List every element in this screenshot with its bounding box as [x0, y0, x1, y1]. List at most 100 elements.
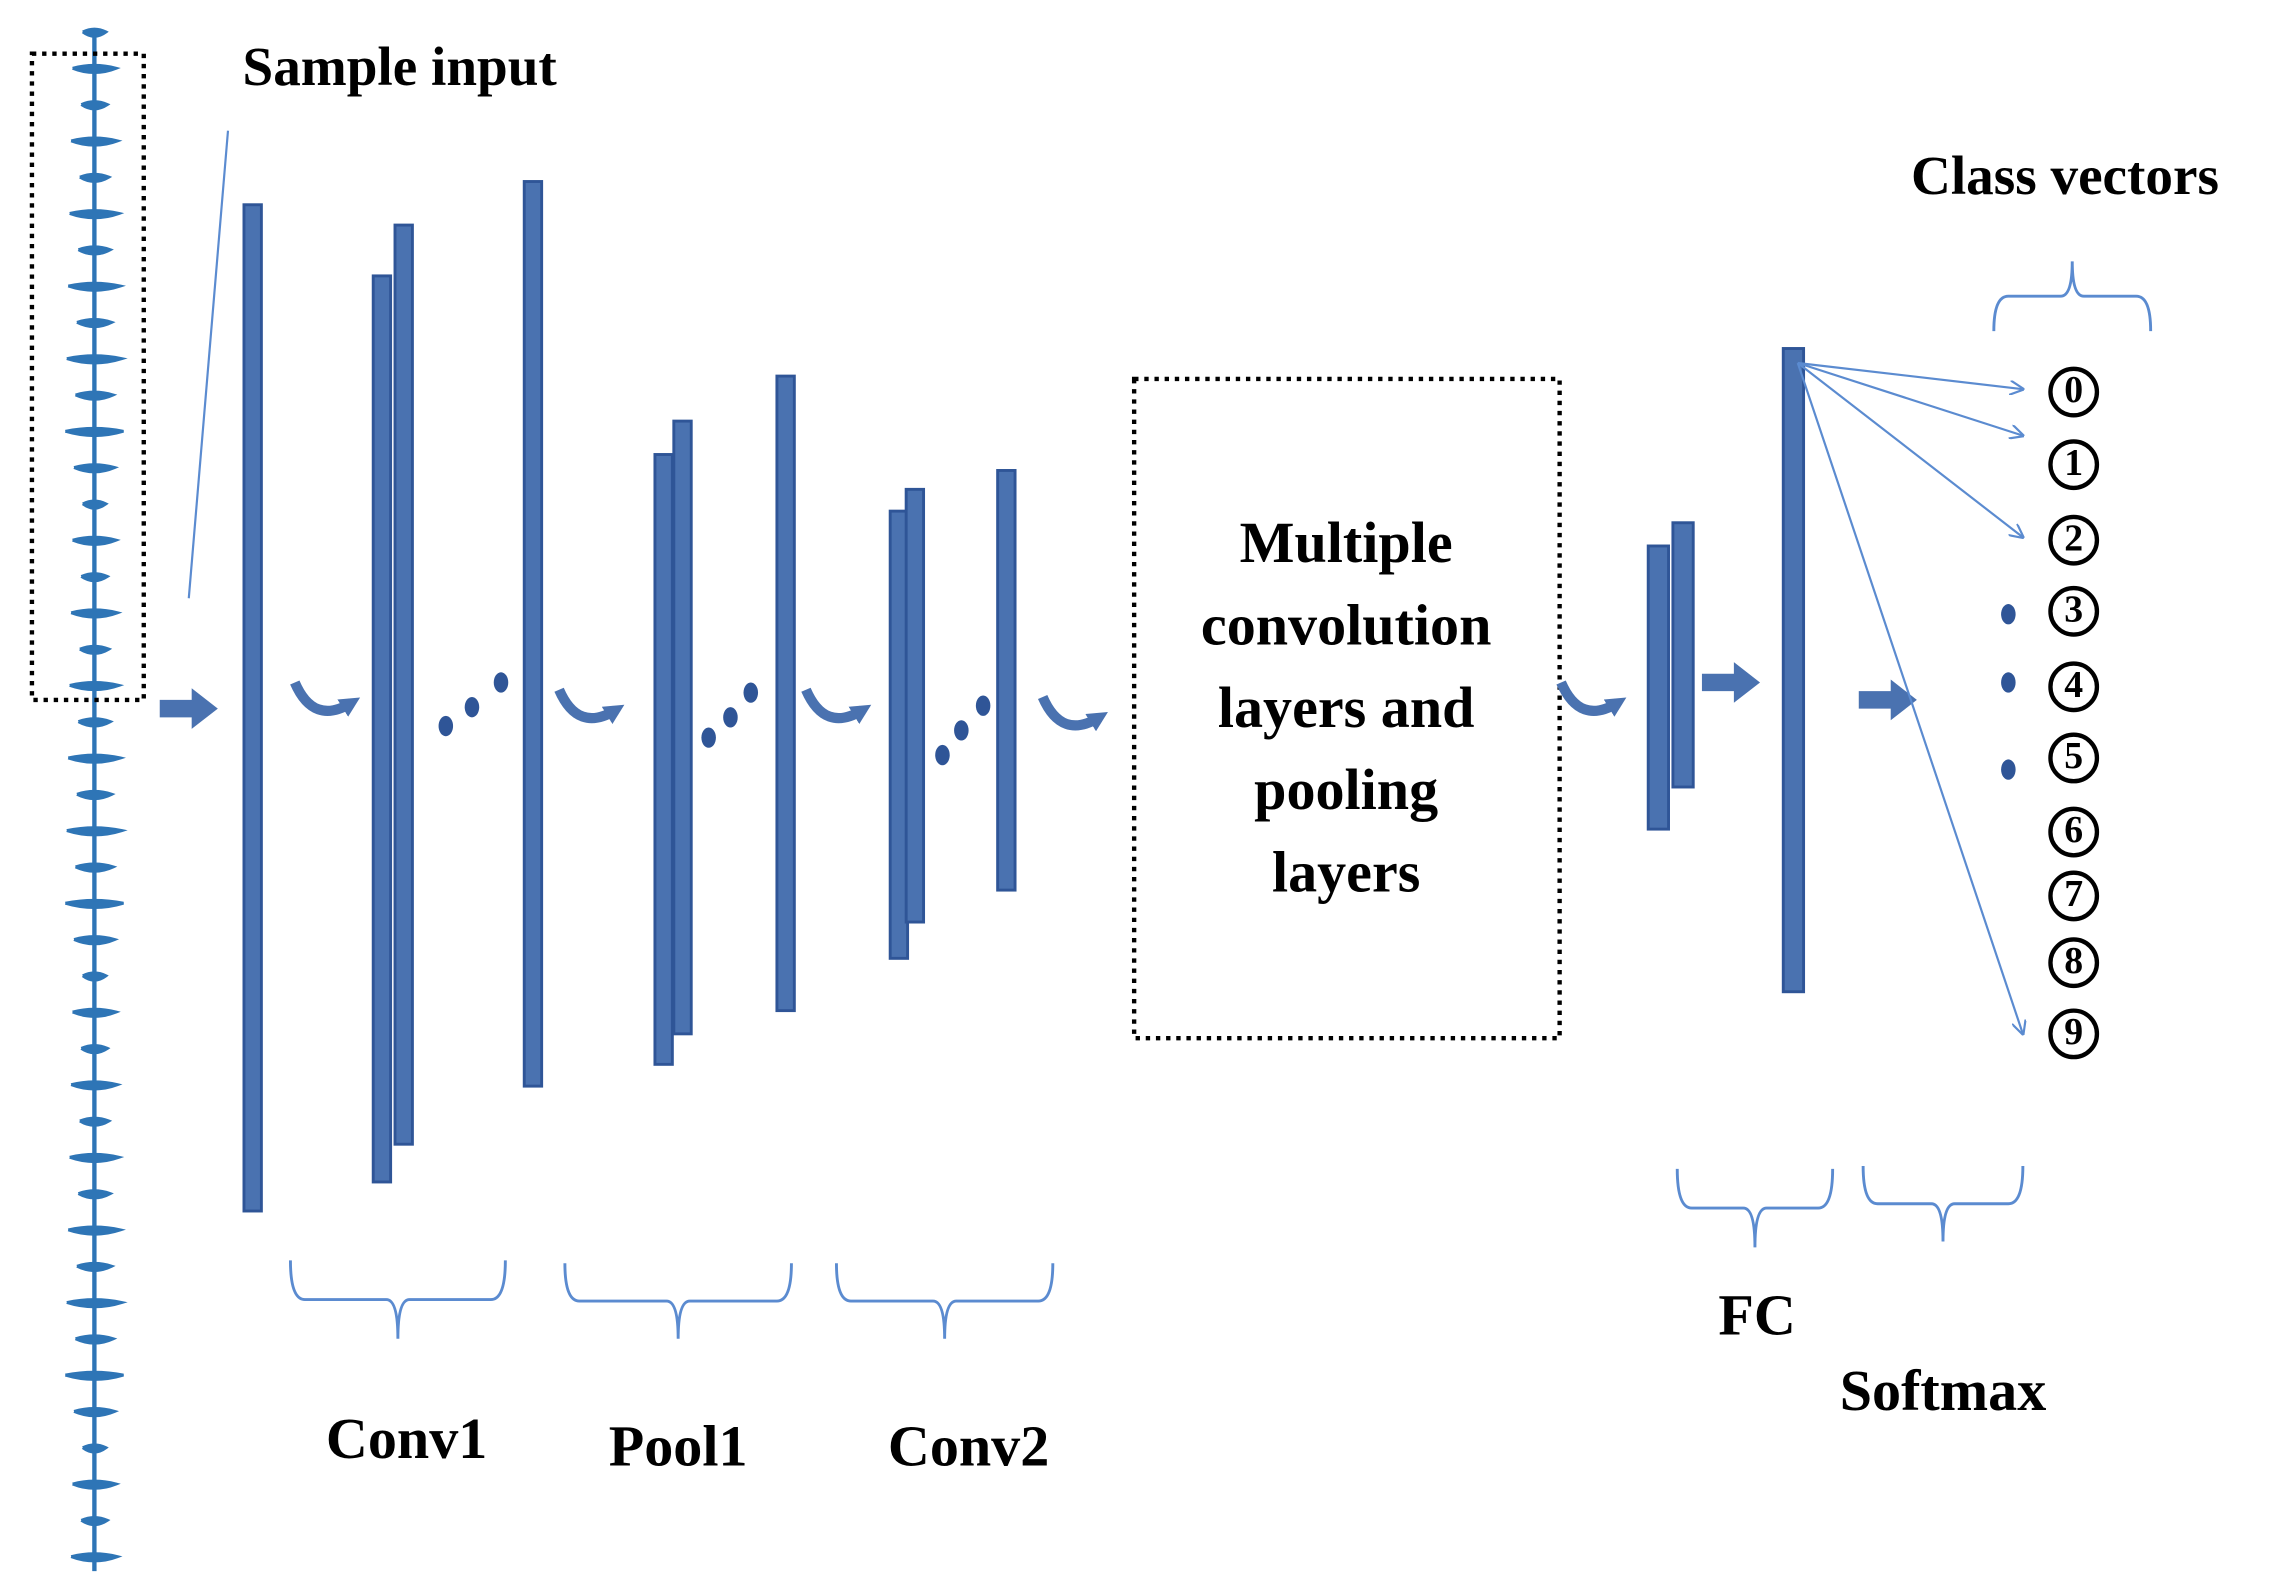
class-label: 6	[2064, 809, 2083, 851]
layer-bar	[242, 203, 263, 1213]
layer-bar	[1671, 521, 1695, 789]
softmax-arrow	[1796, 362, 2023, 1034]
signal-spike	[81, 1443, 109, 1454]
box-line: layers	[1272, 840, 1420, 905]
box-line: Multiple	[1240, 510, 1453, 575]
brace	[1675, 1168, 1835, 1248]
conv-arrow	[1556, 680, 1627, 717]
ellipsis-dot	[438, 715, 454, 737]
class-label: 1	[2064, 442, 2083, 484]
ellipsis-dot	[975, 695, 991, 716]
signal-spike	[66, 826, 128, 837]
class-label: 4	[2064, 664, 2083, 706]
conv-arrow	[290, 680, 361, 717]
brace	[1861, 1165, 2025, 1242]
brace	[834, 1263, 1055, 1339]
conv-arrow	[554, 687, 625, 725]
signal-spike	[79, 172, 113, 183]
class-label: 2	[2064, 517, 2083, 559]
class-circle	[2048, 366, 2100, 418]
signal-spike	[80, 1515, 111, 1527]
signal-spike	[66, 1298, 128, 1309]
signal-spike	[70, 608, 123, 619]
signal-spike	[67, 753, 126, 764]
ellipsis-dot	[2001, 759, 2016, 780]
class-circle	[2048, 937, 2100, 989]
signal-spike	[79, 644, 113, 655]
ellipsis-dot	[723, 707, 738, 728]
class-label: 5	[2064, 735, 2083, 777]
ellipsis-dot	[2001, 672, 2016, 693]
box-line: layers and	[1218, 675, 1475, 740]
ellipsis-dot	[2001, 604, 2016, 625]
signal-spike	[74, 1334, 118, 1345]
class-label: 9	[2064, 1011, 2083, 1053]
block-arrow	[159, 688, 218, 729]
signal-spike	[72, 1007, 121, 1018]
signal-spike	[73, 935, 120, 946]
class-circle	[2048, 585, 2100, 637]
sample-input-label: Sample input	[243, 36, 558, 97]
layer-bar	[672, 419, 693, 1036]
class-circle	[2048, 1008, 2100, 1060]
brace	[1992, 261, 2153, 332]
input-signal	[64, 27, 128, 1572]
conv-arrow	[1037, 694, 1108, 732]
ellipsis-dot	[493, 672, 509, 693]
class-circle	[2048, 732, 2100, 784]
ellipsis-dot	[464, 696, 480, 718]
brace	[563, 1263, 793, 1339]
signal-spike	[80, 1044, 111, 1055]
class-circle	[2048, 439, 2100, 491]
signal-spike	[74, 862, 118, 873]
signal-spike	[72, 1479, 121, 1490]
box-text: Multiple convolution layers and pooling laye…	[1201, 510, 1491, 904]
class-label: 0	[2064, 369, 2083, 411]
input-window	[29, 51, 146, 703]
signal-spike	[67, 281, 126, 292]
class-circle	[2048, 514, 2100, 566]
signal-spike	[72, 63, 121, 75]
block-arrow	[1701, 662, 1761, 703]
signal-spike	[76, 318, 116, 329]
signal-spike	[70, 1080, 123, 1091]
signal-spike	[69, 1152, 125, 1164]
network	[159, 180, 2153, 1339]
layer-bar	[371, 274, 393, 1184]
class-label: 8	[2064, 940, 2083, 982]
signal-spike	[76, 789, 116, 801]
signal-spike	[73, 463, 120, 474]
softmax-arrow	[1797, 361, 2023, 389]
class-circle	[2048, 806, 2100, 858]
class-list: 0 1 2 3 4 5 6 7 8 9	[2048, 366, 2100, 1060]
class-label: 3	[2064, 588, 2083, 630]
signal-spike	[66, 354, 128, 365]
class-vectors-label: Class vectors	[1911, 145, 2219, 206]
ellipsis-dot	[743, 682, 759, 703]
ellipsis-dot	[935, 744, 950, 766]
block-arrow	[1858, 679, 1917, 721]
conv-arrow	[801, 687, 872, 725]
class-circle	[2048, 661, 2100, 713]
layer-bar	[522, 180, 544, 1088]
fc-label: FC	[1718, 1283, 1795, 1348]
layer-bar	[1646, 544, 1670, 831]
class-circle	[2048, 870, 2100, 922]
layer-bar	[653, 453, 674, 1066]
brace	[288, 1260, 507, 1339]
signal-spike	[79, 1116, 113, 1127]
signal-spike	[80, 572, 111, 583]
conv1-label: Conv1	[326, 1406, 487, 1471]
signal-spike	[69, 209, 125, 220]
signal-spike	[73, 1407, 120, 1418]
signal-spike	[76, 1261, 116, 1272]
class-label: 7	[2064, 873, 2083, 915]
layer-bar	[393, 223, 414, 1146]
signal-spike	[72, 535, 121, 546]
signal-spike	[64, 426, 124, 438]
signal-spike	[81, 499, 109, 510]
box-line: convolution	[1201, 593, 1491, 658]
signal-spike	[69, 681, 125, 692]
